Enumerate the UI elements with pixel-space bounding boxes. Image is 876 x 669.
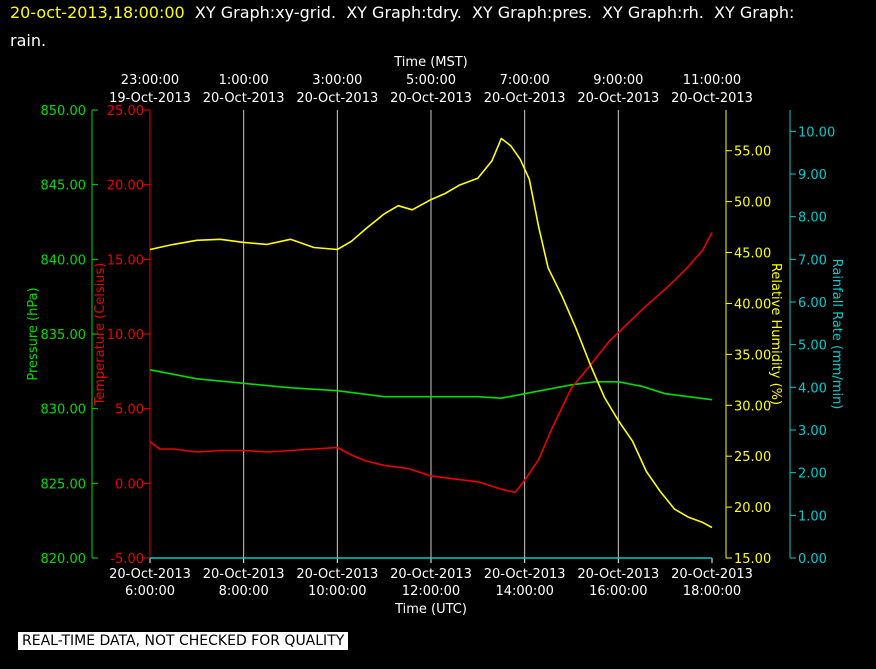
rain-tick-label: 5.00 [798,339,827,354]
x-top-tick-date: 20-Oct-2013 [577,91,659,106]
rain-tick-label: 1.00 [798,509,827,524]
temperature-tick-label: 15.00 [107,253,144,268]
rain-tick-label: 8.00 [798,211,827,226]
temperature-tick-label: 5.00 [115,403,144,418]
x-top-tick-time: 5:00:00 [406,73,456,88]
humidity-tick-label: 35.00 [734,348,771,363]
x-top-tick-time: 7:00:00 [500,73,550,88]
pressure-tick-label: 835.00 [41,328,87,343]
rain-tick-label: 6.00 [798,296,827,311]
temperature-tick-label: 0.00 [115,477,144,492]
x-top-tick-date: 20-Oct-2013 [484,91,566,106]
x-tick-time: 16:00:00 [589,584,647,599]
pressure-tick-label: 850.00 [41,104,87,119]
x-top-tick-date: 20-Oct-2013 [390,91,472,106]
rain-tick-label: 4.00 [798,381,827,396]
x-tick-time: 14:00:00 [495,584,553,599]
header-timestamp: 20-oct-2013,18:00:00 [10,3,185,22]
header-line-1: 20-oct-2013,18:00:00 XY Graph:xy-grid. X… [10,3,794,22]
header-graph-list: XY Graph:xy-grid. XY Graph:tdry. XY Grap… [184,3,795,22]
pressure-axis-label: Pressure (hPa) [26,287,41,380]
rain-tick-label: 9.00 [798,168,827,183]
humidity-tick-label: 55.00 [734,145,771,160]
x-tick-date: 20-Oct-2013 [671,567,753,582]
temperature-series-line [149,232,713,494]
x-top-tick-date: 20-Oct-2013 [296,91,378,106]
x-tick-date: 20-Oct-2013 [296,567,378,582]
humidity-tick-label: 50.00 [734,196,771,211]
quality-notice: REAL-TIME DATA, NOT CHECKED FOR QUALITY [18,632,349,650]
x-top-tick-date: 20-Oct-2013 [671,91,753,106]
temperature-tick-label: 20.00 [107,179,144,194]
x-tick-time: 12:00:00 [402,584,460,599]
humidity-tick-label: 45.00 [734,247,771,262]
humidity-axis-label: Relative Humidity (%) [768,263,783,405]
x-tick-date: 20-Oct-2013 [109,567,191,582]
x-top-tick-date: 19-Oct-2013 [109,91,191,106]
header-line-2: rain. [10,31,47,50]
humidity-tick-label: 30.00 [734,399,771,414]
rain-axis-label: Rainfall Rate (mm/min) [829,259,844,410]
x-tick-date: 20-Oct-2013 [390,567,472,582]
humidity-tick-label: 40.00 [734,297,771,312]
x-top-tick-time: 3:00:00 [312,73,362,88]
rain-tick-label: 10.00 [798,125,835,140]
humidity-tick-label: 20.00 [734,501,771,516]
rain-tick-label: 0.00 [798,552,827,567]
rain-tick-label: 2.00 [798,467,827,482]
x-tick-time: 6:00:00 [125,584,175,599]
pressure-series-line [149,369,713,401]
rain-tick-label: 7.00 [798,253,827,268]
humidity-tick-label: 25.00 [734,450,771,465]
x-tick-time: 18:00:00 [683,584,741,599]
x-top-tick-time: 1:00:00 [219,73,269,88]
x-top-axis-label: Time (MST) [393,55,468,70]
x-tick-time: 8:00:00 [219,584,269,599]
x-tick-date: 20-Oct-2013 [203,567,285,582]
humidity-series-line [149,137,713,529]
x-tick-time: 10:00:00 [308,584,366,599]
rain-tick-label: 3.00 [798,424,827,439]
x-tick-date: 20-Oct-2013 [577,567,659,582]
pressure-tick-label: 840.00 [41,253,87,268]
x-top-tick-date: 20-Oct-2013 [203,91,285,106]
pressure-tick-label: 830.00 [41,403,87,418]
temperature-axis-label: Temperature (Celsius) [93,263,108,407]
x-top-tick-time: 23:00:00 [121,73,179,88]
x-top-tick-time: 9:00:00 [593,73,643,88]
x-top-tick-time: 11:00:00 [683,73,741,88]
temperature-tick-label: 25.00 [107,104,144,119]
humidity-tick-label: 15.00 [734,552,771,567]
pressure-tick-label: 825.00 [41,477,87,492]
temperature-tick-label: 10.00 [107,328,144,343]
pressure-tick-label: 820.00 [41,552,87,567]
temperature-tick-label: -5.00 [110,552,144,567]
x-axis-label: Time (UTC) [394,602,467,617]
x-tick-date: 20-Oct-2013 [484,567,566,582]
pressure-tick-label: 845.00 [41,179,87,194]
